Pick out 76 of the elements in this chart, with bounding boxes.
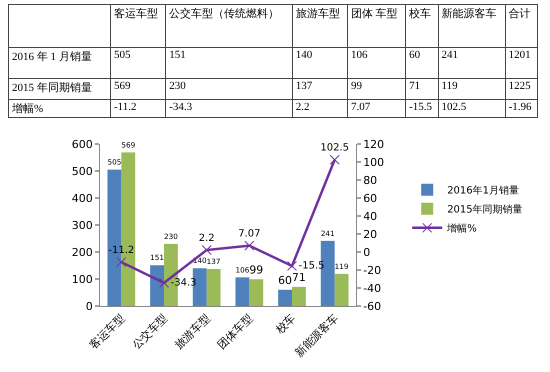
text: 公交车型（传统燃料） bbox=[166, 4, 292, 48]
legend-label: 增幅% bbox=[446, 222, 477, 235]
text: 合计 bbox=[505, 4, 538, 48]
text: 2015 年同期销量 bbox=[8, 78, 110, 100]
x-tick-label: 客运车型 bbox=[87, 312, 128, 352]
y2-tick-label: -60 bbox=[363, 300, 382, 313]
text: 106 bbox=[347, 48, 406, 78]
text: 102.5 bbox=[438, 100, 506, 118]
y2-tick-label: 120 bbox=[363, 138, 384, 151]
text: 1225 bbox=[505, 78, 538, 100]
y-tick-label: 200 bbox=[72, 246, 93, 259]
text: 241 bbox=[438, 48, 506, 78]
y-tick-label: 300 bbox=[72, 218, 93, 232]
y2-tick-label: 20 bbox=[363, 228, 378, 241]
text: 校车 bbox=[406, 4, 438, 48]
data-label: -11.2 bbox=[108, 244, 134, 256]
data-label: 2.2 bbox=[198, 232, 215, 244]
text: 1201 bbox=[505, 48, 538, 78]
text: 99 bbox=[347, 78, 406, 100]
bar bbox=[334, 274, 349, 306]
y-tick-label: 600 bbox=[72, 138, 93, 151]
bar bbox=[278, 290, 292, 306]
bar bbox=[206, 269, 221, 306]
x-tick-label: 旅游车型 bbox=[172, 312, 213, 352]
x-tick-label: 团体车型 bbox=[215, 312, 256, 352]
text: 230 bbox=[166, 78, 292, 100]
point bbox=[116, 257, 126, 268]
text: 旅游车型 bbox=[292, 4, 348, 48]
y-tick-label: 400 bbox=[72, 192, 93, 205]
text: 569 bbox=[110, 78, 166, 100]
x-tick-label: 公交车型 bbox=[130, 312, 170, 352]
y-tick-label: 500 bbox=[72, 164, 93, 178]
x-tick-label: 校车 bbox=[272, 312, 298, 337]
y2-tick-label: 0 bbox=[363, 246, 370, 259]
text: 团体 车型 bbox=[347, 4, 406, 48]
point bbox=[287, 260, 297, 271]
legend-label: 2016年1月销量 bbox=[447, 184, 520, 197]
text: 7.07 bbox=[347, 100, 406, 118]
data-label: 71 bbox=[292, 270, 306, 284]
text: 新能源客车 bbox=[438, 4, 506, 48]
text: 140 bbox=[292, 48, 348, 78]
point bbox=[330, 154, 340, 165]
bar bbox=[235, 277, 250, 306]
data-label: 7.07 bbox=[238, 228, 260, 240]
bar bbox=[292, 286, 306, 306]
text: 2016 年 1 月销量 bbox=[8, 48, 110, 78]
text: -1.96 bbox=[505, 100, 538, 118]
text: 137 bbox=[292, 78, 348, 100]
legend-label: 2015年同期销量 bbox=[447, 204, 523, 216]
data-label: 102.5 bbox=[320, 142, 349, 154]
text: 60 bbox=[406, 48, 438, 78]
text: 2.2 bbox=[292, 100, 348, 118]
point bbox=[244, 240, 254, 251]
y2-tick-label: 80 bbox=[363, 174, 378, 187]
point bbox=[159, 278, 169, 288]
point bbox=[202, 245, 212, 256]
y-tick-label: 0 bbox=[86, 300, 93, 313]
text: 71 bbox=[406, 78, 438, 100]
text: 增幅% bbox=[8, 100, 110, 118]
data-label: 99 bbox=[249, 263, 264, 276]
text: 119 bbox=[438, 78, 506, 100]
text: 505 bbox=[110, 48, 166, 78]
y2-tick-label: -20 bbox=[363, 264, 382, 277]
y2-tick-label: 100 bbox=[363, 156, 384, 169]
text: -34.3 bbox=[166, 100, 292, 118]
y2-tick-label: 40 bbox=[363, 210, 378, 223]
y2-tick-label: 60 bbox=[363, 192, 378, 205]
text: -15.5 bbox=[406, 100, 438, 118]
y-tick-label: 100 bbox=[72, 272, 93, 286]
y2-tick-label: -40 bbox=[363, 282, 382, 295]
text: 151 bbox=[166, 48, 292, 78]
bar bbox=[150, 265, 164, 306]
data-label: 60 bbox=[278, 274, 292, 287]
bar bbox=[249, 279, 264, 306]
text: 客运车型 bbox=[110, 4, 166, 48]
text: -11.2 bbox=[110, 100, 166, 118]
